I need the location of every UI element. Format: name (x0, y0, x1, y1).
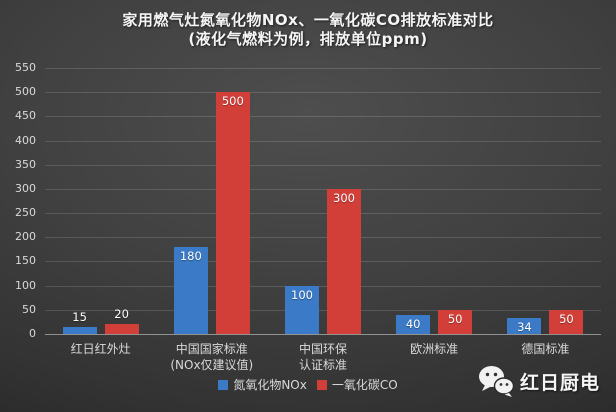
bar-value-label: 500 (221, 94, 244, 109)
y-axis-tick-label: 0 (29, 327, 36, 340)
bar-value-label: 50 (447, 311, 463, 326)
legend-item: 一氧化碳CO (316, 376, 398, 393)
gridline (45, 116, 601, 118)
gridline (45, 92, 601, 94)
bar-value-label: 34 (517, 319, 532, 334)
y-axis-tick-label: 250 (15, 206, 36, 220)
bar-value-label: 180 (179, 248, 202, 263)
gridline (45, 68, 601, 69)
x-axis-category-label: 欧洲标准 (410, 342, 459, 356)
bar-nox (396, 314, 431, 334)
gridline (45, 213, 601, 215)
legend-label: 氮氧化物NOx (233, 378, 307, 392)
bar-value-label: 20 (114, 307, 129, 322)
legend-item: 氮氧化物NOx (218, 376, 307, 393)
y-axis-tick-label: 100 (15, 278, 36, 292)
bar-value-label: 100 (291, 287, 313, 302)
bar-nox (62, 326, 97, 334)
brand-name: 红日厨电 (519, 371, 600, 394)
gridline (45, 285, 601, 287)
y-axis-tick-label: 450 (15, 109, 36, 123)
bar-co (549, 309, 584, 334)
bar-value-label: 15 (72, 309, 87, 324)
bar-co (215, 92, 250, 334)
y-axis-tick-label: 500 (15, 85, 36, 99)
x-axis-category-label: 中国环保 认证标准 (298, 342, 347, 372)
x-axis-category-label: 红日红外灶 (70, 342, 131, 356)
wechat-icon (478, 366, 514, 397)
bar-value-label: 300 (333, 190, 355, 205)
gridline (45, 261, 601, 263)
chart-title: 家用燃气灶氮氧化物NOx、一氧化碳CO排放标准对比 (液化气燃料为例，排放单位p… (0, 11, 616, 49)
chart-title-line2: (液化气燃料为例，排放单位ppm) (188, 30, 428, 48)
bar-co (104, 324, 139, 334)
brand-watermark: 红日厨电 (478, 364, 600, 398)
bar-nox (173, 246, 208, 334)
gridline (45, 164, 601, 166)
y-axis-tick-label: 150 (15, 254, 36, 268)
x-axis-category-label: 中国国家标准 (NOx仅建议值) (170, 342, 254, 372)
gridline (45, 309, 601, 311)
gridline (45, 237, 601, 239)
gridline (45, 140, 601, 142)
y-axis-tick-label: 550 (15, 61, 36, 74)
y-axis-tick-label: 350 (15, 157, 36, 171)
y-axis-tick-label: 300 (15, 181, 36, 195)
y-axis-tick-label: 50 (22, 302, 36, 316)
bar-nox (507, 317, 542, 334)
legend-label: 一氧化碳CO (331, 378, 398, 392)
legend-swatch (218, 379, 229, 390)
bar-co (438, 309, 473, 334)
bar-value-label: 40 (405, 316, 421, 331)
gridline (45, 188, 601, 190)
x-axis-category-label: 德国标准 (521, 342, 570, 356)
y-axis-tick-label: 200 (15, 230, 36, 244)
y-axis-tick-label: 400 (15, 133, 36, 147)
chart-title-line1: 家用燃气灶氮氧化物NOx、一氧化碳CO排放标准对比 (122, 11, 494, 29)
bar-co (327, 188, 361, 334)
bar-nox (285, 285, 319, 334)
legend-swatch (316, 379, 327, 390)
bar-value-label: 50 (559, 311, 574, 326)
chart-legend: 氮氧化物NOx 一氧化碳CO (0, 376, 616, 393)
x-axis-line (45, 334, 601, 335)
